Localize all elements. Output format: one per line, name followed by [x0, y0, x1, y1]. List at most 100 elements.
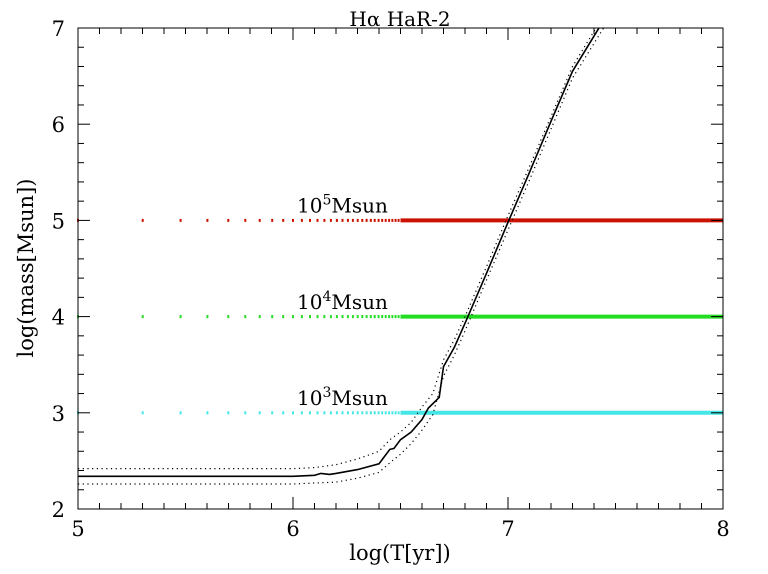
reference-dot: [394, 315, 397, 319]
reference-dot: [381, 218, 384, 222]
reference-dot: [373, 315, 376, 319]
reference-dot: [351, 218, 354, 222]
reference-dot: [346, 218, 349, 222]
x-tick-label: 8: [716, 517, 729, 541]
reference-dot: [258, 315, 261, 319]
reference-dot: [384, 411, 387, 415]
reference-dot: [356, 218, 359, 222]
reference-dot: [244, 411, 247, 415]
reference-dot: [329, 218, 332, 222]
reference-dot: [309, 315, 311, 319]
y-tick-label: 2: [52, 498, 65, 522]
mass-annotation: 104Msun: [297, 289, 388, 314]
reference-dot: [377, 411, 380, 415]
reference-dot: [271, 315, 274, 319]
reference-line-5: [77, 218, 723, 223]
x-tick-label: 5: [71, 517, 84, 541]
series-layer: [78, 28, 605, 485]
reference-dot: [388, 411, 391, 415]
reference-dot: [373, 218, 376, 222]
reference-dot: [271, 218, 274, 222]
mass-annotation: 103Msun: [297, 385, 388, 410]
reference-dot: [397, 218, 400, 222]
chart-title: Hα HaR-2: [349, 7, 450, 31]
plot-frame: [77, 27, 724, 510]
reference-dot: [316, 218, 319, 222]
y-tick-label: 6: [52, 113, 65, 137]
reference-dot: [282, 218, 285, 222]
reference-dot: [381, 411, 384, 415]
tick-labels-layer: 5 6 7 8 2 3 4 5 6 7: [52, 17, 730, 541]
reference-dot: [292, 315, 294, 319]
reference-dot: [282, 315, 285, 319]
reference-dot: [369, 218, 372, 222]
reference-dot: [316, 411, 319, 415]
reference-dot: [227, 411, 230, 415]
ticks-layer: [77, 27, 724, 510]
series-line-lower-bound: [78, 28, 605, 485]
reference-dot: [244, 315, 247, 319]
reference-dot: [369, 411, 372, 415]
reference-dot: [341, 315, 344, 319]
reference-dot: [271, 411, 274, 415]
reference-dot: [309, 218, 311, 222]
reference-dot: [356, 411, 359, 415]
reference-dot: [373, 411, 376, 415]
reference-dot: [346, 315, 349, 319]
reference-dot: [300, 411, 303, 415]
reference-dot: [361, 218, 364, 222]
reference-dot: [361, 411, 364, 415]
reference-dot: [384, 315, 387, 319]
reference-dot: [300, 315, 303, 319]
reference-dot: [365, 315, 368, 319]
y-tick-label: 3: [52, 402, 65, 426]
reference-dot: [365, 218, 368, 222]
reference-dot: [141, 411, 144, 415]
reference-dot: [282, 411, 285, 415]
reference-dot: [391, 411, 394, 415]
reference-dot: [391, 218, 394, 222]
reference-dot: [309, 411, 311, 415]
reference-dot: [292, 411, 294, 415]
reference-dot: [141, 315, 144, 319]
y-tick-label: 5: [52, 209, 65, 233]
reference-dot: [335, 411, 338, 415]
reference-dot: [391, 315, 394, 319]
reference-dot: [377, 218, 380, 222]
reference-dot: [335, 315, 338, 319]
reference-line-4: [77, 314, 723, 319]
y-tick-label: 4: [52, 306, 65, 330]
reference-dot: [388, 218, 391, 222]
annotations-layer: 105Msun 104Msun 103Msun: [297, 193, 388, 410]
reference-dot: [179, 315, 182, 319]
reference-dot: [335, 218, 338, 222]
reference-dot: [346, 411, 349, 415]
reference-dot: [227, 315, 230, 319]
reference-dot: [323, 315, 326, 319]
reference-dot: [397, 411, 400, 415]
series-line-upper-bound: [78, 28, 597, 470]
reference-dot: [316, 315, 319, 319]
mass-annotation: 105Msun: [297, 193, 388, 218]
reference-dot: [381, 315, 384, 319]
y-axis-title: log(mass[Msun]): [14, 179, 38, 358]
y-tick-label: 7: [52, 17, 65, 41]
reference-dot: [361, 315, 364, 319]
reference-dot: [179, 218, 182, 222]
reference-dot: [388, 315, 391, 319]
reference-dot: [300, 218, 303, 222]
reference-dot: [351, 411, 354, 415]
series-line-central: [78, 28, 600, 478]
reference-dot: [227, 218, 230, 222]
reference-dot: [384, 218, 387, 222]
reference-dot: [329, 315, 332, 319]
reference-dot: [377, 315, 380, 319]
reference-dot: [351, 315, 354, 319]
reference-dot: [323, 218, 326, 222]
reference-lines-layer: [77, 218, 723, 415]
reference-dot: [341, 411, 344, 415]
reference-dot: [397, 315, 400, 319]
reference-dot: [369, 315, 372, 319]
reference-dot: [206, 218, 209, 222]
